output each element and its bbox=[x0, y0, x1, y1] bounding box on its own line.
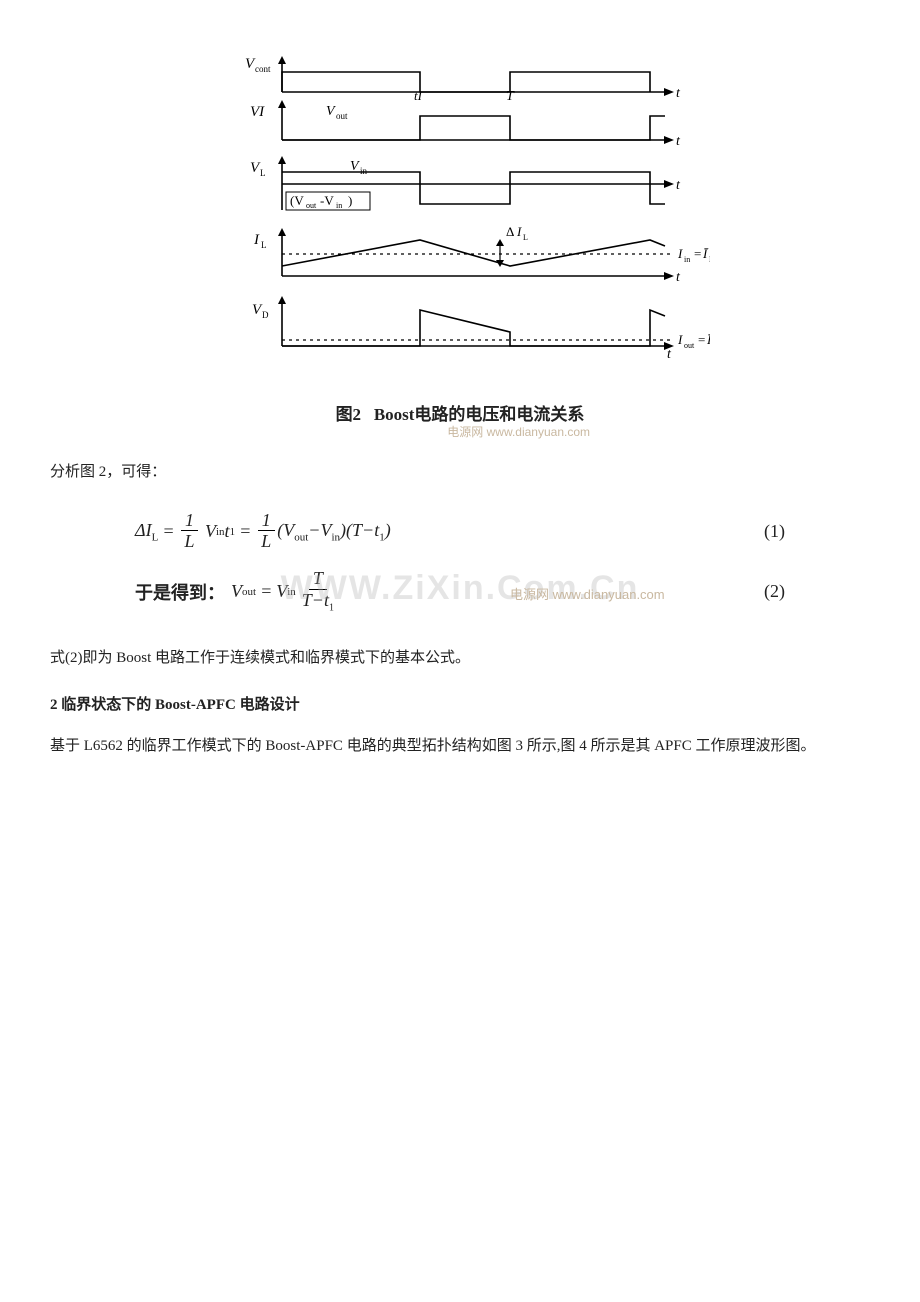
svg-text:I: I bbox=[677, 246, 683, 261]
svg-text:Ī: Ī bbox=[706, 332, 710, 347]
watermark-dianyuan-1: 电源网 www.dianyuan.com bbox=[210, 423, 590, 440]
section-2-heading: 2 临界状态下的 Boost-APFC 电路设计 bbox=[50, 693, 870, 714]
svg-text:in: in bbox=[336, 201, 342, 210]
svg-text:out: out bbox=[306, 201, 317, 210]
svg-text:-V: -V bbox=[320, 193, 334, 208]
svg-text:cont: cont bbox=[255, 64, 271, 74]
svg-text:V: V bbox=[326, 104, 336, 119]
svg-text:t: t bbox=[676, 178, 681, 193]
figure-2: V cont t VI V out tI T t bbox=[210, 50, 710, 440]
svg-text:tI: tI bbox=[414, 88, 423, 103]
svg-text:): ) bbox=[348, 193, 352, 208]
paragraph-l6562: 基于 L6562 的临界工作模式下的 Boost-APFC 电路的典型拓扑结构如… bbox=[50, 732, 870, 761]
svg-text:D: D bbox=[262, 310, 269, 320]
panel-vi: VI V out tI T t bbox=[250, 88, 681, 149]
svg-text:L: L bbox=[260, 168, 266, 178]
panel-vl: V L V in t (V out -V in ) bbox=[250, 156, 681, 210]
svg-text:t: t bbox=[676, 270, 681, 285]
svg-text:=: = bbox=[698, 332, 705, 347]
svg-text:T: T bbox=[506, 89, 515, 104]
svg-text:t: t bbox=[667, 347, 672, 362]
svg-text:I: I bbox=[677, 332, 683, 347]
watermark-dianyuan-2: 电源网 www.dianyuan.com bbox=[510, 584, 870, 603]
svg-text:L: L bbox=[261, 240, 267, 250]
figure-2-svg: V cont t VI V out tI T t bbox=[210, 50, 710, 390]
svg-text:out: out bbox=[336, 111, 348, 121]
equation-1: ΔIL = 1L Vin t1 = 1L (Vout−Vin)(T−t1) (1… bbox=[135, 511, 785, 553]
caption-text: Boost电路的电压和电流关系 bbox=[374, 405, 585, 424]
panel-vd: V D t I out = Ī D bbox=[252, 296, 710, 362]
svg-text:t: t bbox=[676, 134, 681, 149]
svg-text:t: t bbox=[676, 86, 681, 101]
svg-text:I: I bbox=[516, 224, 522, 239]
panel-il: I L t Δ I L I in = Ī L bbox=[253, 224, 710, 285]
svg-text:(V: (V bbox=[290, 193, 304, 208]
caption-prefix: 图2 bbox=[336, 405, 362, 424]
svg-text:L: L bbox=[709, 255, 710, 264]
svg-text:VI: VI bbox=[250, 104, 265, 120]
svg-text:I: I bbox=[253, 232, 260, 248]
svg-text:in: in bbox=[360, 166, 368, 176]
svg-text:Δ: Δ bbox=[506, 224, 514, 239]
paragraph-analyze: 分析图 2，可得： bbox=[50, 458, 870, 487]
svg-text:L: L bbox=[523, 233, 528, 242]
svg-text:Ī: Ī bbox=[702, 246, 709, 261]
svg-text:out: out bbox=[684, 341, 695, 350]
figure-2-caption: 图2 Boost电路的电压和电流关系 bbox=[210, 400, 710, 425]
svg-text:=: = bbox=[694, 246, 701, 261]
svg-text:in: in bbox=[684, 255, 690, 264]
eq1-number: (1) bbox=[745, 521, 785, 542]
panel-vcont: V cont t bbox=[245, 56, 681, 101]
paragraph-eq2-explain: 式(2)即为 Boost 电路工作于连续模式和临界模式下的基本公式。 bbox=[50, 644, 870, 673]
